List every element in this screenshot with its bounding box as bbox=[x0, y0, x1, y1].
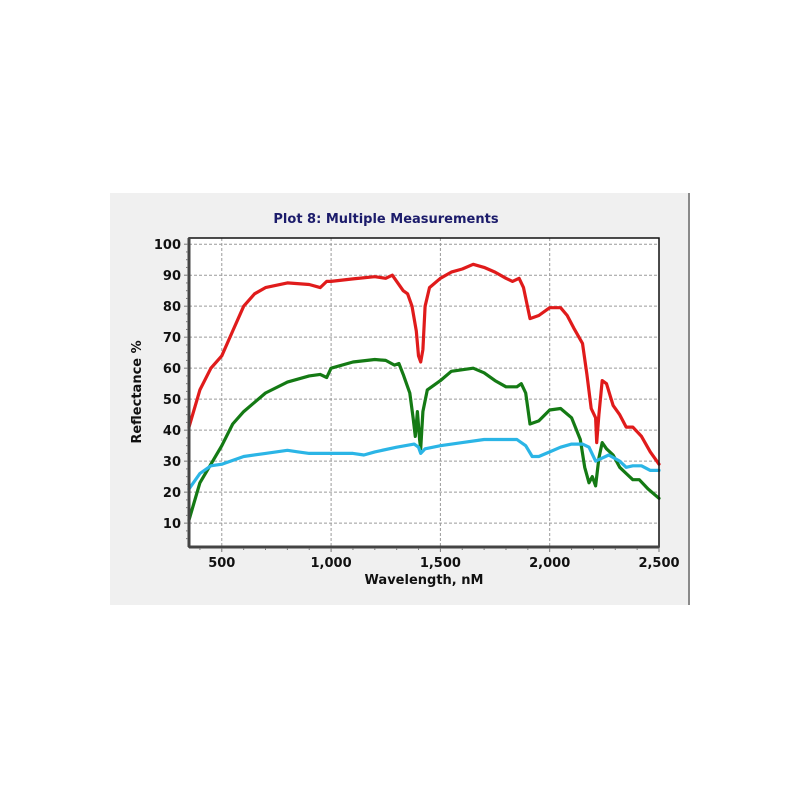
x-tick-label: 500 bbox=[208, 556, 235, 571]
y-tick-label: 60 bbox=[163, 362, 181, 377]
y-tick-label: 50 bbox=[163, 393, 181, 408]
x-axis-label: Wavelength, nM bbox=[365, 573, 484, 588]
series-green-measurement bbox=[187, 357, 661, 522]
y-tick-label: 10 bbox=[163, 517, 181, 532]
x-tick-label: 1,000 bbox=[311, 556, 352, 571]
chart-title: Plot 8: Multiple Measurements bbox=[273, 212, 498, 227]
y-tick-label: 90 bbox=[163, 269, 181, 284]
axes bbox=[187, 237, 660, 549]
y-tick-label: 20 bbox=[163, 486, 181, 501]
series-blue-measurement bbox=[187, 437, 661, 491]
y-axis-label: Reflectance % bbox=[130, 340, 145, 443]
y-axis-ticks: 10 20 30 40 50 60 70 80 90 100 bbox=[154, 238, 188, 540]
y-tick-label: 40 bbox=[163, 424, 181, 439]
x-tick-label: 2,000 bbox=[529, 556, 570, 571]
y-tick-label: 30 bbox=[163, 455, 181, 470]
y-tick-label: 70 bbox=[163, 331, 181, 346]
y-tick-label: 100 bbox=[154, 238, 181, 253]
x-tick-label: 1,500 bbox=[420, 556, 461, 571]
y-tick-label: 80 bbox=[163, 300, 181, 315]
series-red-measurement bbox=[187, 262, 661, 466]
x-axis-ticks: 500 1,000 1,500 2,000 2,500 bbox=[199, 548, 680, 571]
x-tick-label: 2,500 bbox=[638, 556, 679, 571]
series-layer bbox=[187, 262, 661, 522]
